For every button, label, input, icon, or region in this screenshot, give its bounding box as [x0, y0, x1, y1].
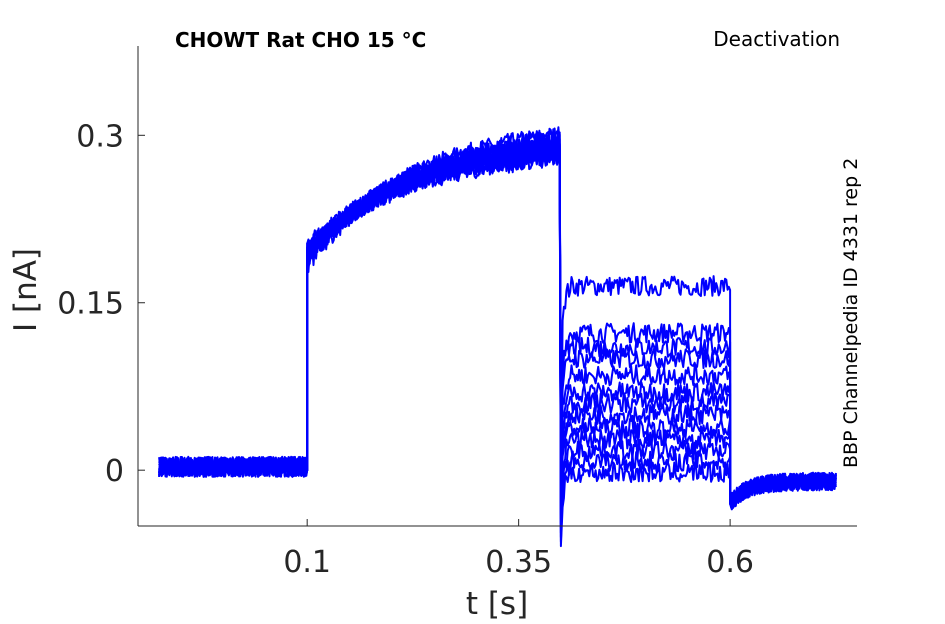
- x-tick-label: 0.1: [283, 545, 331, 580]
- x-axis-label: t [s]: [466, 586, 528, 622]
- chart-title: CHOWT Rat CHO 15 °C: [175, 28, 426, 52]
- current-trace: [158, 126, 837, 507]
- current-trace: [158, 147, 837, 548]
- x-tick-label: 0.35: [485, 545, 552, 580]
- y-tick-label: 0.3: [76, 119, 124, 154]
- current-trace: [158, 143, 837, 539]
- trace-group: [158, 126, 837, 548]
- y-axis-label: I [nA]: [8, 248, 44, 332]
- y-ticks: 0 0.15 0.3: [57, 119, 145, 489]
- current-trace: [158, 133, 837, 508]
- x-ticks: 0.1 0.35 0.6: [283, 519, 754, 580]
- y-tick-label: 0: [105, 454, 124, 489]
- y-tick-label: 0.15: [57, 287, 124, 322]
- current-trace: [158, 146, 837, 543]
- x-tick-label: 0.6: [706, 545, 754, 580]
- chart-subtitle: Deactivation: [713, 27, 840, 51]
- current-trace: [158, 136, 837, 512]
- source-annotation: BBP Channelpedia ID 4331 rep 2: [840, 158, 862, 468]
- current-trace: [158, 128, 837, 509]
- current-trace: [158, 131, 837, 511]
